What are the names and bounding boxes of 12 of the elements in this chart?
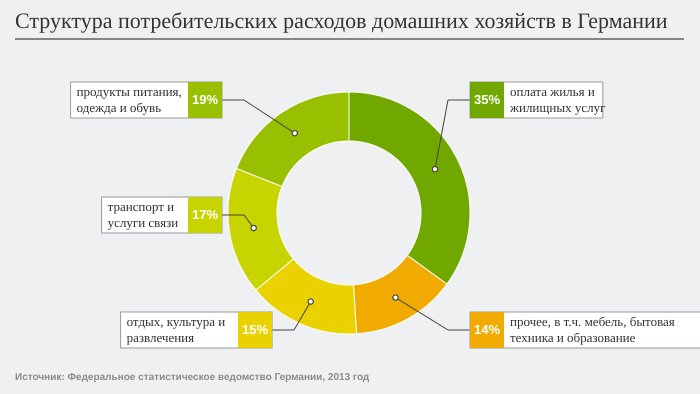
slice-label: оплата жилья и жилищных услуг xyxy=(509,84,606,115)
slice-label: транспорт и услуги связи xyxy=(108,199,178,230)
slice-label: продукты питания, одежда и обувь xyxy=(76,84,182,115)
data-label: 14% xyxy=(474,322,500,337)
chart-title: Структура потребительских расходов домашних хозяйств в Германии xyxy=(15,8,668,33)
data-label: 19% xyxy=(192,92,218,107)
data-label: 15% xyxy=(242,322,268,337)
slice-label: прочее, в т.ч. мебель, бытовая техника и образование xyxy=(510,314,675,345)
data-label: 35% xyxy=(474,92,500,107)
slice-label: отдых, культура и развлечения xyxy=(126,314,226,345)
text: Источник: Федеральное статистическое ведомство Германии, 2013 год xyxy=(15,372,370,383)
data-label: 17% xyxy=(192,207,218,222)
